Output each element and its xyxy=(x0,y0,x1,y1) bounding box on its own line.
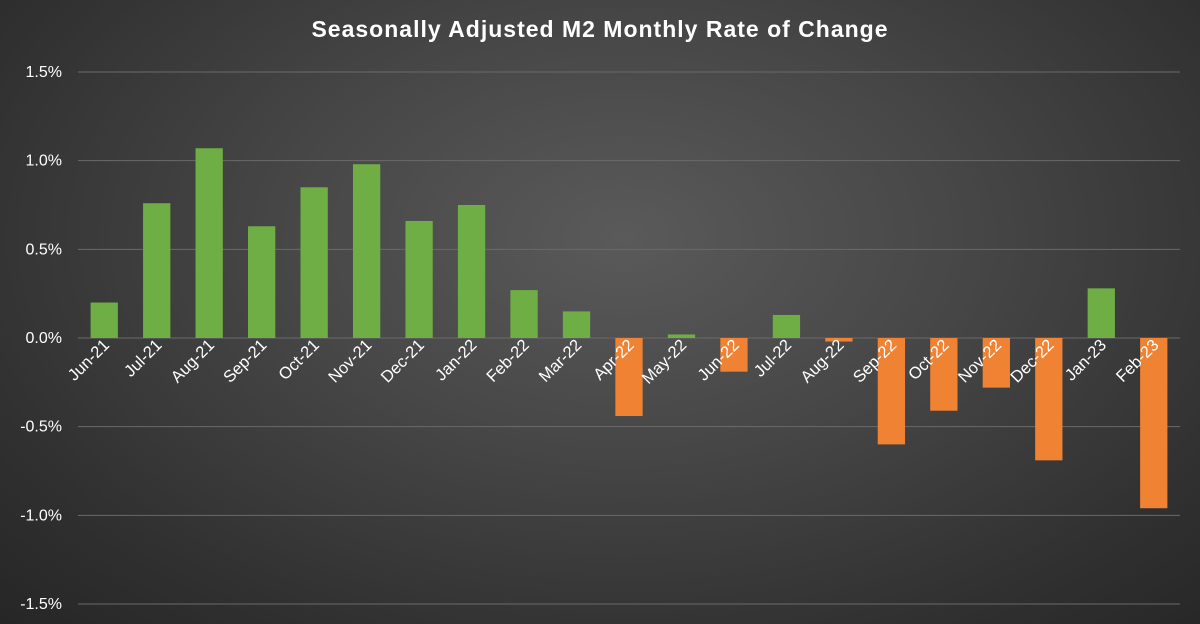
bars xyxy=(90,148,1168,509)
y-tick-label: 0.0% xyxy=(26,330,62,347)
bar-sep-22 xyxy=(877,338,906,445)
bar-may-22 xyxy=(667,334,696,338)
y-tick-label: -1.0% xyxy=(20,507,62,524)
bar-oct-22 xyxy=(930,338,958,411)
bar-mar-22 xyxy=(562,311,591,338)
bar-jan-22 xyxy=(457,205,486,338)
bar-feb-22 xyxy=(510,290,538,338)
bar-jun-22 xyxy=(720,338,748,372)
x-tick-label: Oct-21 xyxy=(275,336,323,384)
y-axis-ticks: 1.5% 1.0% 0.5% 0.0% -0.5% -1.0% -1.5% xyxy=(20,64,62,613)
bar-oct-21 xyxy=(300,187,328,338)
bar-apr-22 xyxy=(615,338,643,417)
x-tick-label: Jun-21 xyxy=(65,336,113,384)
x-tick-label: May-22 xyxy=(639,336,691,388)
x-tick-label: Jul-21 xyxy=(121,336,166,381)
y-tick-label: 1.0% xyxy=(26,153,62,170)
x-tick-label: Jul-22 xyxy=(751,336,796,381)
bar-aug-22 xyxy=(825,338,853,342)
x-tick-label: Jan-22 xyxy=(432,336,480,384)
bar-sep-21 xyxy=(248,226,276,338)
bar-aug-21 xyxy=(195,148,223,338)
x-tick-label: Nov-21 xyxy=(325,336,375,386)
bar-jul-21 xyxy=(143,203,171,338)
x-tick-label: Feb-22 xyxy=(483,336,533,386)
bar-feb-23 xyxy=(1140,338,1168,509)
bar-jan-23 xyxy=(1087,288,1115,338)
bar-dec-21 xyxy=(405,220,433,338)
x-tick-label: Sep-21 xyxy=(220,336,270,386)
x-tick-label: Mar-22 xyxy=(536,336,586,386)
x-tick-label: Jan-23 xyxy=(1062,336,1110,384)
y-tick-label: -0.5% xyxy=(20,419,62,436)
chart-title: Seasonally Adjusted M2 Monthly Rate of C… xyxy=(311,16,889,42)
x-tick-label: Aug-22 xyxy=(797,336,847,386)
bar-nov-22 xyxy=(982,338,1010,388)
x-tick-label: Dec-21 xyxy=(378,336,428,386)
bar-jun-21 xyxy=(90,302,118,338)
y-tick-label: 1.5% xyxy=(26,64,62,81)
bar-jul-22 xyxy=(772,314,801,338)
bar-nov-21 xyxy=(352,164,381,338)
y-tick-label: 0.5% xyxy=(26,241,62,258)
bar-dec-22 xyxy=(1035,338,1063,461)
y-tick-label: -1.5% xyxy=(20,596,62,613)
x-tick-label: Aug-21 xyxy=(168,336,218,386)
